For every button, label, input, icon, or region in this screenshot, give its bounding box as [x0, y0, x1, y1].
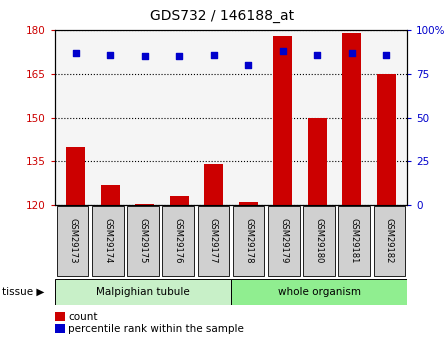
FancyBboxPatch shape: [233, 206, 264, 276]
Point: [348, 50, 356, 56]
Point: [245, 62, 252, 68]
Bar: [170, 196, 189, 205]
Text: percentile rank within the sample: percentile rank within the sample: [69, 324, 244, 334]
FancyBboxPatch shape: [127, 206, 159, 276]
Text: GSM29180: GSM29180: [315, 218, 324, 264]
FancyBboxPatch shape: [268, 206, 299, 276]
Bar: [308, 118, 327, 205]
Point: [210, 52, 217, 57]
Text: whole organism: whole organism: [278, 287, 360, 297]
Text: Malpighian tubule: Malpighian tubule: [96, 287, 190, 297]
Text: GSM29182: GSM29182: [385, 218, 394, 264]
Bar: [342, 33, 361, 205]
Text: GSM29173: GSM29173: [68, 218, 77, 264]
FancyBboxPatch shape: [303, 206, 335, 276]
Point: [383, 52, 390, 57]
Point: [279, 48, 286, 54]
FancyBboxPatch shape: [231, 279, 407, 305]
Text: GSM29179: GSM29179: [279, 218, 288, 264]
Text: GSM29178: GSM29178: [244, 218, 253, 264]
Text: GSM29174: GSM29174: [103, 218, 112, 264]
Point: [141, 53, 148, 59]
Point: [72, 50, 79, 56]
Point: [107, 52, 114, 57]
Text: GSM29176: GSM29176: [174, 218, 183, 264]
Text: GDS732 / 146188_at: GDS732 / 146188_at: [150, 9, 295, 23]
Text: tissue ▶: tissue ▶: [2, 287, 44, 297]
Point: [314, 52, 321, 57]
Bar: [377, 74, 396, 205]
Text: GSM29181: GSM29181: [350, 218, 359, 264]
Text: count: count: [69, 312, 98, 322]
FancyBboxPatch shape: [198, 206, 229, 276]
Point: [176, 53, 183, 59]
FancyBboxPatch shape: [162, 206, 194, 276]
Text: GSM29177: GSM29177: [209, 218, 218, 264]
FancyBboxPatch shape: [92, 206, 124, 276]
FancyBboxPatch shape: [57, 206, 89, 276]
Bar: [66, 147, 85, 205]
Bar: [204, 164, 223, 205]
Bar: [273, 36, 292, 205]
Text: GSM29175: GSM29175: [138, 218, 147, 264]
FancyBboxPatch shape: [373, 206, 405, 276]
FancyBboxPatch shape: [338, 206, 370, 276]
FancyBboxPatch shape: [55, 279, 231, 305]
Bar: [135, 204, 154, 205]
Bar: [239, 202, 258, 205]
Bar: [101, 185, 120, 205]
